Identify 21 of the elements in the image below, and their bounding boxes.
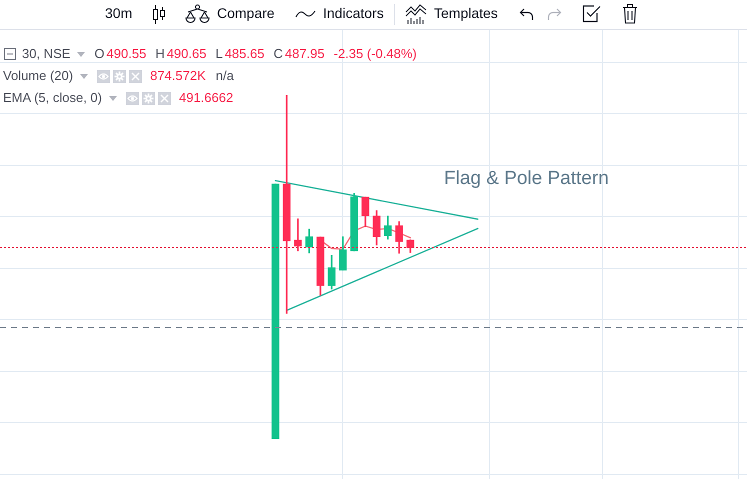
text: 874.572K [150, 68, 206, 84]
text: 490.55 [106, 46, 146, 62]
text: C [273, 46, 283, 62]
text: Volume (20) [3, 68, 74, 84]
text: O [94, 46, 105, 62]
text: L [215, 46, 223, 62]
annotation: 491.6662 [178, 90, 234, 106]
candlestick [294, 218, 302, 252]
text: 30m [105, 5, 132, 22]
text: 490.65 [166, 46, 206, 62]
text: n/a [216, 68, 234, 84]
annotation: Flag & Pole Pattern [444, 168, 609, 190]
text: 487.95 [284, 46, 325, 62]
text: -2.35 (-0.48%) [334, 46, 417, 62]
text: 485.65 [224, 46, 264, 62]
text: H [155, 46, 165, 62]
text: Indicators [323, 5, 384, 22]
annotation: EMA (5, close, 0) [3, 90, 102, 106]
text: Compare [217, 5, 275, 22]
chart-title: 30, NSE [22, 46, 70, 62]
text: Templates [434, 5, 498, 22]
